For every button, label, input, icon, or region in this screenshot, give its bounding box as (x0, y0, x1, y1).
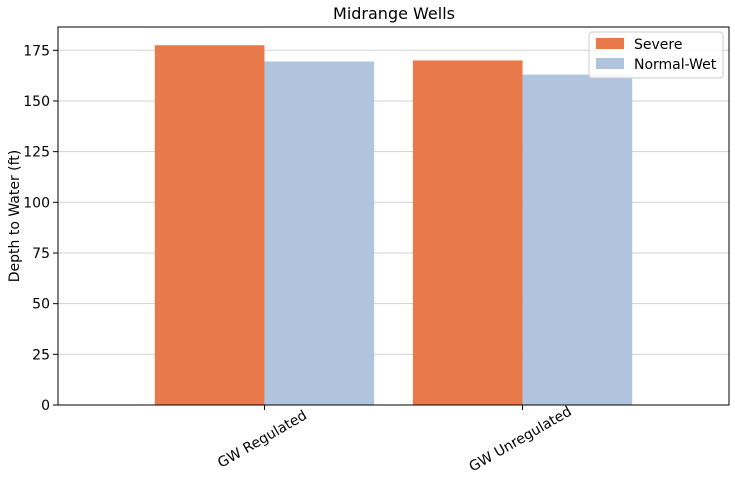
legend-swatch (596, 58, 624, 69)
y-tick-label: 150 (23, 94, 50, 110)
chart-title: Midrange Wells (333, 4, 455, 23)
bar-normal-wet (264, 61, 375, 406)
bars (154, 45, 633, 406)
legend: Severe Normal-Wet (588, 31, 724, 79)
y-tick-label: 75 (32, 246, 50, 262)
legend-swatch (596, 38, 624, 49)
y-axis-label: Depth to Water (ft) (7, 150, 23, 283)
legend-label: Normal-Wet (634, 57, 717, 73)
y-tick-label: 50 (32, 297, 50, 313)
plot-frame (57, 26, 730, 406)
bar-severe (154, 45, 265, 406)
y-tick-label: 100 (23, 195, 50, 211)
y-tick-label: 175 (23, 43, 50, 59)
x-tick-label: GW Regulated (215, 408, 310, 472)
y-tick-label: 25 (32, 347, 50, 363)
x-axis-ticks: GW Regulated GW Unregulated (215, 404, 574, 476)
y-tick-label: 0 (41, 398, 50, 414)
y-axis-ticks: 0 25 50 75 100 125 150 175 (23, 43, 58, 414)
legend-label: Severe (634, 37, 682, 53)
y-tick-label: 125 (23, 145, 50, 161)
bar-severe (412, 60, 523, 406)
x-tick-label: GW Unregulated (467, 404, 575, 476)
bar-normal-wet (522, 74, 633, 405)
